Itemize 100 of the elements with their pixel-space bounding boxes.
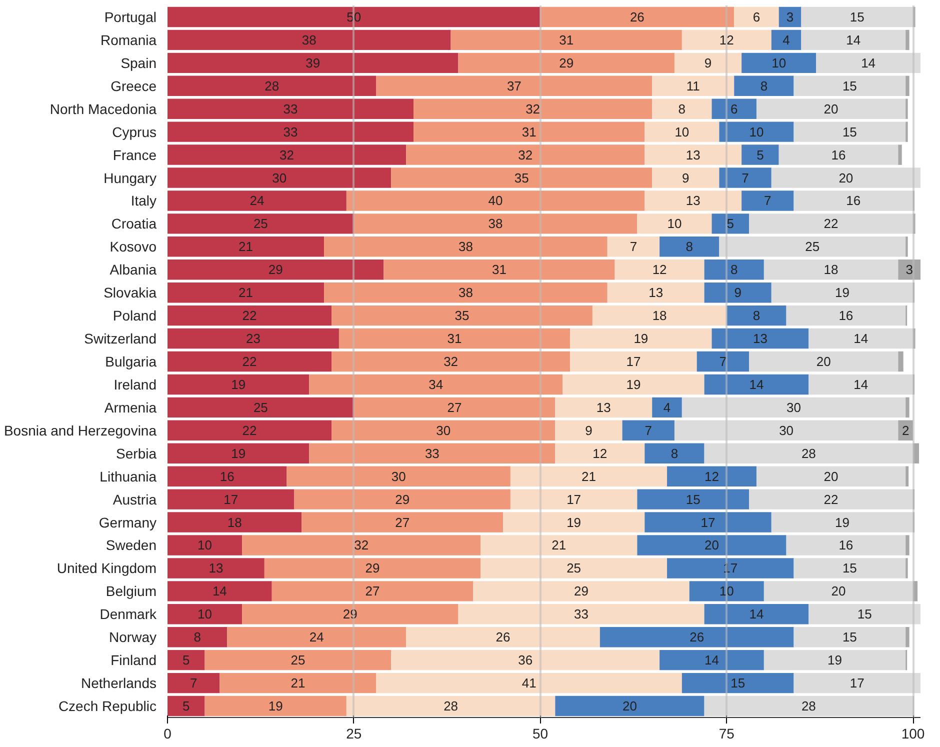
- data-label: 27: [365, 584, 380, 599]
- data-label: 22: [242, 308, 257, 324]
- bar: [622, 420, 674, 441]
- bar: [570, 328, 712, 349]
- data-label: 35: [514, 170, 529, 186]
- bar: [384, 260, 615, 280]
- bar: [555, 443, 645, 464]
- bar: [898, 420, 914, 441]
- bar: [168, 650, 205, 670]
- bar: [168, 466, 287, 486]
- data-label: 28: [444, 698, 458, 714]
- data-label: 21: [290, 676, 306, 691]
- bar: [764, 260, 898, 280]
- data-label: 33: [424, 446, 440, 461]
- bar: [682, 30, 772, 50]
- bar: [204, 650, 392, 670]
- data-label: 19: [231, 376, 246, 392]
- data-label: 7: [719, 354, 727, 369]
- data-label: 19: [626, 376, 641, 392]
- data-label: 10: [719, 584, 734, 599]
- data-label: 12: [704, 468, 719, 484]
- data-label: 40: [488, 193, 503, 208]
- bar: [778, 6, 802, 28]
- bar: [346, 190, 645, 211]
- y-tick-label: Greece: [110, 78, 157, 94]
- data-label: 39: [306, 55, 320, 70]
- x-tick-label: 0: [164, 726, 172, 742]
- bar: [749, 214, 914, 234]
- data-label: 19: [828, 652, 842, 668]
- data-label: 24: [250, 193, 264, 208]
- bar: [771, 512, 914, 532]
- data-label: 5: [756, 147, 764, 162]
- bar: [756, 466, 906, 486]
- data-label: 13: [686, 147, 700, 162]
- y-tick-label: France: [112, 146, 157, 163]
- bar: [786, 305, 906, 326]
- data-label: 32: [526, 101, 540, 116]
- bar: [450, 30, 682, 50]
- bar: [734, 76, 794, 96]
- data-label: 26: [630, 9, 644, 24]
- data-label: 8: [670, 446, 678, 461]
- data-label: 8: [760, 78, 768, 94]
- bar: [168, 397, 354, 418]
- bar: [719, 122, 794, 142]
- data-label: 7: [190, 676, 198, 691]
- y-tick-label: Kosovo: [110, 238, 157, 255]
- bar: [786, 535, 906, 556]
- bar: [168, 122, 414, 142]
- y-tick-label: Denmark: [100, 606, 158, 622]
- bar: [272, 581, 474, 602]
- data-label: 22: [242, 354, 257, 369]
- bar: [808, 328, 914, 349]
- data-label: 29: [342, 606, 358, 622]
- data-label: 29: [574, 584, 589, 599]
- bar: [906, 627, 910, 648]
- bar: [168, 374, 310, 395]
- data-label: 16: [831, 147, 846, 162]
- bar: [168, 604, 242, 624]
- bar: [168, 6, 540, 28]
- data-label: 9: [734, 285, 742, 300]
- bar: [168, 76, 376, 96]
- bar: [674, 52, 742, 74]
- x-tick-label: 100: [901, 726, 925, 742]
- bar: [816, 52, 920, 74]
- data-label: 8: [686, 239, 693, 254]
- bar: [168, 30, 451, 50]
- bar: [794, 627, 906, 648]
- data-label: 30: [391, 468, 406, 484]
- bar: [607, 282, 704, 303]
- y-tick-label: Belgium: [106, 583, 157, 600]
- data-label: 28: [801, 698, 816, 714]
- data-label: 10: [198, 606, 212, 622]
- bar: [264, 558, 481, 578]
- data-label: 18: [652, 308, 667, 324]
- data-label: 14: [861, 55, 876, 70]
- bar: [764, 650, 906, 670]
- bar: [682, 672, 794, 694]
- data-label: 4: [782, 32, 790, 48]
- data-label: 19: [231, 446, 246, 461]
- data-label: 12: [719, 32, 734, 48]
- bar: [391, 650, 660, 670]
- bar: [906, 535, 910, 556]
- bar: [332, 351, 570, 372]
- data-label: 9: [585, 422, 592, 438]
- data-label: 22: [242, 422, 257, 438]
- data-label: 10: [198, 538, 212, 553]
- data-label: 15: [842, 78, 857, 94]
- data-label: 32: [444, 354, 458, 369]
- bar: [168, 282, 324, 303]
- y-tick-label: Norway: [109, 629, 157, 646]
- data-label: 16: [838, 538, 854, 553]
- bar: [726, 305, 786, 326]
- x-tick-label: 75: [718, 726, 735, 742]
- bar: [913, 443, 920, 464]
- bar: [555, 397, 652, 418]
- bar: [667, 558, 794, 578]
- data-label: 29: [395, 492, 410, 507]
- bar: [555, 420, 622, 441]
- bar: [168, 420, 332, 441]
- bar: [652, 76, 734, 96]
